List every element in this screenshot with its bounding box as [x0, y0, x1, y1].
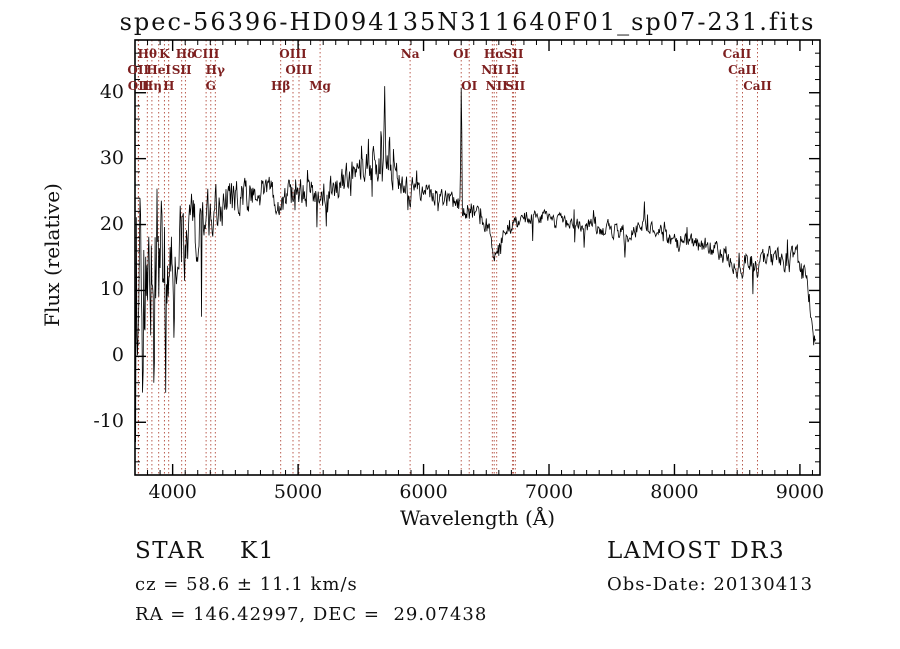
ra-dec: RA = 146.42997, DEC = 29.07438: [135, 604, 488, 625]
plot-title: spec-56396-HD094135N311640F01_sp07-231.f…: [119, 8, 816, 36]
x-axis-label: Wavelength (Å): [399, 506, 556, 530]
survey-label: LAMOST DR3: [607, 538, 786, 564]
obs-date: Obs-Date: 20130413: [607, 574, 814, 595]
object-class-label: STAR K1: [135, 538, 275, 564]
plot-frame: [134, 39, 821, 476]
cz-value: cz = 58.6 ± 11.1 km/s: [135, 574, 358, 595]
y-axis-label: Flux (relative): [40, 183, 64, 327]
spectrum-trace: [134, 86, 816, 443]
